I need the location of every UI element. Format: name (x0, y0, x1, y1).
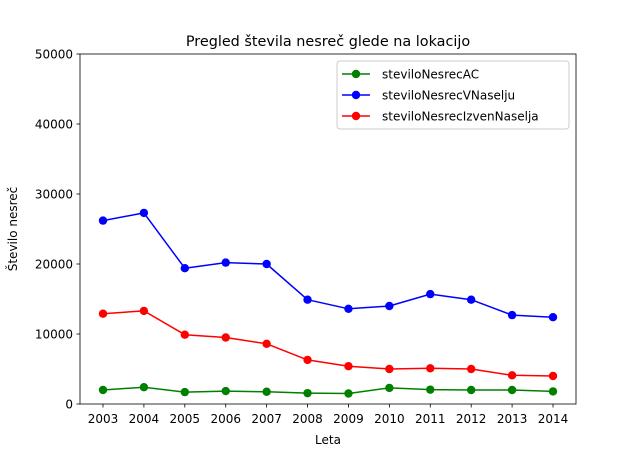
series-line (102, 212, 554, 318)
legend-label: steviloNesrecAC (382, 68, 479, 82)
data-point (466, 385, 476, 395)
data-point (426, 364, 435, 373)
x-tick-label: 2004 (129, 412, 160, 426)
series-steviloNesrecIzvenNaselja (98, 306, 558, 381)
chart-title: Pregled števila nesreč glede na lokacijo (186, 34, 471, 50)
y-axis: 0 10000 20000 30000 40000 50000 (35, 48, 80, 412)
legend-marker (351, 111, 361, 121)
data-point (344, 362, 353, 371)
x-tick-label: 2010 (374, 412, 405, 426)
x-tick-label: 2013 (497, 412, 528, 426)
legend: steviloNesrecAC steviloNesrecVNaselju stev… (336, 60, 570, 130)
data-point (507, 385, 517, 395)
legend-label: steviloNesrecIzvenNaselja (382, 110, 539, 124)
legend-marker (351, 69, 361, 79)
data-point (548, 371, 558, 381)
x-tick-label: 2003 (88, 412, 119, 426)
data-point (548, 387, 558, 396)
legend-item: steviloNesrecVNaselju (342, 89, 515, 103)
x-tick-label: 2014 (538, 412, 569, 426)
legend-item: steviloNesrecAC (342, 68, 479, 82)
x-tick-label: 2005 (170, 412, 201, 426)
data-point (180, 264, 190, 273)
data-point (139, 383, 149, 392)
data-point (180, 330, 190, 339)
x-tick-label: 2012 (456, 412, 487, 426)
series-line (102, 310, 554, 377)
series-steviloNesrecVNaselju (98, 208, 558, 322)
data-point (385, 364, 394, 374)
data-point (507, 310, 517, 320)
data-point (344, 389, 353, 398)
x-axis-label: Leta (315, 433, 341, 447)
data-point (548, 313, 558, 322)
data-point (426, 289, 435, 299)
x-tick-label: 2007 (251, 412, 282, 426)
data-point (303, 388, 312, 398)
plot-frame (79, 53, 577, 405)
data-point (98, 216, 108, 225)
legend-item: steviloNesrecIzvenNaselja (342, 110, 539, 124)
data-point (139, 208, 149, 218)
data-point (221, 386, 230, 396)
y-tick-label: 40000 (35, 118, 73, 132)
data-point (262, 259, 271, 269)
series-layer (98, 208, 558, 398)
series-line (102, 386, 554, 395)
y-tick-label: 50000 (35, 48, 73, 62)
data-point (262, 387, 271, 396)
legend-marker (351, 90, 361, 100)
data-point (221, 333, 230, 342)
data-point (303, 295, 312, 304)
data-point (507, 371, 517, 380)
data-point (262, 339, 271, 348)
data-point (344, 304, 353, 313)
data-point (466, 364, 476, 374)
data-point (466, 295, 476, 304)
data-point (139, 306, 149, 316)
y-tick-label: 0 (65, 398, 73, 412)
x-tick-label: 2006 (210, 412, 241, 426)
x-axis: 2003 2004 2005 2006 2007 2008 2009 2010 2011 2012… (88, 404, 569, 426)
data-point (221, 258, 230, 267)
data-point (98, 309, 108, 318)
data-point (98, 385, 108, 395)
data-point (426, 385, 435, 394)
data-point (385, 301, 394, 311)
y-axis-label: Število nesreč (5, 187, 20, 272)
legend-box (336, 60, 570, 130)
data-point (303, 355, 312, 365)
legend-label: steviloNesrecVNaselju (382, 89, 515, 103)
x-tick-label: 2008 (292, 412, 323, 426)
x-tick-label: 2009 (333, 412, 364, 426)
data-point (180, 387, 190, 397)
y-tick-label: 10000 (35, 328, 73, 342)
x-tick-label: 2011 (415, 412, 446, 426)
series-steviloNesrecAC (98, 383, 558, 398)
y-tick-label: 20000 (35, 258, 73, 272)
data-point (385, 383, 394, 393)
y-tick-label: 30000 (35, 188, 73, 202)
